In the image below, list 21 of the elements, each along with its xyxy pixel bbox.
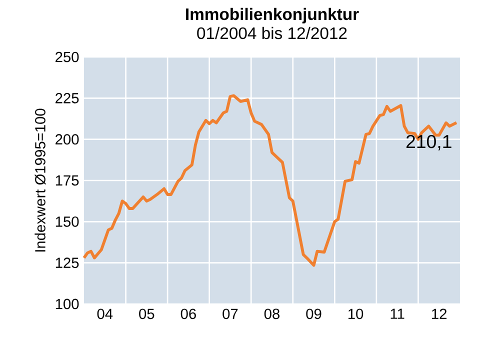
x-tick-label: 04 bbox=[97, 308, 113, 320]
x-tick-label: 06 bbox=[180, 308, 196, 320]
x-tick-label: 11 bbox=[390, 308, 404, 319]
y-tick-label: 125 bbox=[56, 258, 79, 268]
x-tick-label: 12 bbox=[432, 308, 447, 319]
x-tick-label: 07 bbox=[222, 308, 238, 320]
y-tick-label: 200 bbox=[56, 134, 79, 145]
line-series bbox=[82, 94, 458, 267]
y-tick-label: 150 bbox=[56, 216, 79, 227]
chart-subtitle: 01/2004 bis 12/2012 bbox=[197, 26, 347, 40]
y-axis-title: Indexwert Ø1995=100 bbox=[34, 108, 46, 252]
x-tick-label: 09 bbox=[306, 308, 322, 320]
chart-title: Immobilienkonjunktur bbox=[186, 8, 359, 24]
annotation: 210,1 bbox=[406, 134, 452, 150]
y-tick-label: 250 bbox=[56, 52, 79, 62]
y-tick-label: 100 bbox=[56, 298, 79, 310]
y-tick-label: 175 bbox=[56, 175, 79, 186]
x-tick-label: 05 bbox=[139, 308, 154, 320]
x-tick-label: 10 bbox=[348, 308, 364, 320]
y-tick-label: 225 bbox=[56, 92, 79, 104]
x-tick-label: 08 bbox=[264, 308, 280, 320]
